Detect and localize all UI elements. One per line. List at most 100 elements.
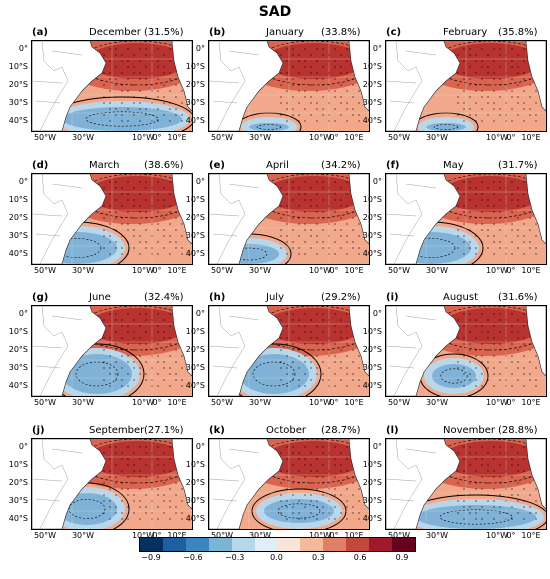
anomaly-map	[32, 174, 192, 264]
lat-tick-label: 10°S	[185, 62, 205, 71]
lon-tick-label: 30°W	[248, 266, 272, 275]
colorbar-tick-label: 0.0	[270, 553, 283, 562]
lon-tick-label: 10°E	[521, 531, 541, 540]
lon-tick-label: 10°W	[485, 133, 509, 142]
map-panel-june	[31, 305, 193, 397]
panel-letter: (c)	[386, 27, 402, 38]
lon-tick-label: 0°	[506, 531, 516, 540]
lat-tick-label: 40°S	[362, 514, 382, 523]
lon-tick-label: 50°W	[387, 266, 411, 275]
panel-variance: (27.1%)	[144, 425, 184, 436]
lat-tick-label: 40°S	[185, 249, 205, 258]
panel-letter: (d)	[32, 160, 49, 171]
panel-month: February	[443, 27, 488, 38]
lon-tick-label: 0°	[152, 531, 162, 540]
lat-tick-label: 40°S	[8, 249, 28, 258]
lat-tick-label: 20°S	[8, 213, 28, 222]
lat-tick-label: 20°S	[8, 345, 28, 354]
lat-tick-label: 0°	[18, 309, 28, 318]
panel-month: September	[89, 425, 145, 436]
lon-tick-label: 10°E	[344, 398, 364, 407]
panel-variance: (28.7%)	[321, 425, 361, 436]
lat-tick-label: 30°S	[362, 363, 382, 372]
lat-tick-label: 10°S	[362, 62, 382, 71]
map-panel-march	[31, 173, 193, 265]
colorbar-tick-label: −0.6	[183, 553, 203, 562]
lat-tick-label: 30°S	[362, 231, 382, 240]
lon-tick-label: 0°	[152, 398, 162, 407]
panel-variance: (31.5%)	[144, 27, 184, 38]
anomaly-map	[209, 41, 369, 131]
lat-tick-label: 40°S	[185, 514, 205, 523]
lon-tick-label: 10°W	[485, 398, 509, 407]
colorbar-tick-label: −0.3	[224, 553, 245, 562]
panel-month: May	[443, 160, 464, 171]
panel-letter: (l)	[386, 425, 399, 436]
lon-tick-label: 0°	[152, 266, 162, 275]
lon-tick-label: 10°W	[308, 266, 332, 275]
lat-tick-label: 20°S	[362, 213, 382, 222]
lat-tick-label: 40°S	[362, 249, 382, 258]
lon-tick-label: 30°W	[248, 531, 272, 540]
lat-tick-label: 10°S	[185, 195, 205, 204]
panel-label: (j)	[32, 425, 45, 436]
anomaly-map	[209, 439, 369, 529]
lon-tick-label: 50°W	[387, 398, 411, 407]
lat-tick-label: 20°S	[185, 213, 205, 222]
lat-tick-label: 0°	[195, 177, 205, 186]
map-panel-january	[208, 40, 370, 132]
lon-tick-label: 10°E	[344, 531, 364, 540]
lat-tick-label: 10°S	[362, 460, 382, 469]
colorbar-swatch	[277, 538, 301, 551]
panel-month: January	[266, 27, 304, 38]
lat-tick-label: 30°S	[185, 363, 205, 372]
map-panel-december	[31, 40, 193, 132]
lon-tick-label: 10°E	[167, 133, 187, 142]
panel-month: October	[266, 425, 307, 436]
lon-tick-label: 50°W	[210, 133, 234, 142]
lon-tick-label: 10°W	[308, 531, 332, 540]
map-panel-october	[208, 438, 370, 530]
lat-tick-label: 40°S	[362, 381, 382, 390]
panel-letter: (e)	[209, 160, 225, 171]
lon-tick-label: 10°E	[167, 531, 187, 540]
lon-tick-label: 0°	[152, 133, 162, 142]
colorbar-swatch	[185, 538, 209, 551]
lat-tick-label: 40°S	[8, 381, 28, 390]
panel-month: June	[89, 292, 111, 303]
panel-label: (k)	[209, 425, 225, 436]
lon-tick-label: 30°W	[425, 133, 449, 142]
lat-tick-label: 0°	[195, 309, 205, 318]
panel-label: (f)	[386, 160, 400, 171]
lat-tick-label: 0°	[372, 309, 382, 318]
colorbar-swatch	[323, 538, 347, 551]
colorbar-swatch	[254, 538, 278, 551]
figure-title: SAD	[258, 4, 292, 20]
lon-tick-label: 10°W	[131, 398, 155, 407]
lat-tick-label: 40°S	[8, 514, 28, 523]
lon-tick-label: 30°W	[71, 133, 95, 142]
panel-month: August	[443, 292, 478, 303]
lat-tick-label: 0°	[195, 442, 205, 451]
map-panel-november	[385, 438, 547, 530]
panel-letter: (f)	[386, 160, 400, 171]
lat-tick-label: 20°S	[362, 80, 382, 89]
lon-tick-label: 50°W	[387, 531, 411, 540]
lon-tick-label: 0°	[506, 266, 516, 275]
map-panel-may	[385, 173, 547, 265]
lon-tick-label: 10°E	[167, 398, 187, 407]
colorbar-swatch	[140, 538, 163, 551]
colorbar-swatch	[231, 538, 255, 551]
lon-tick-label: 10°E	[521, 266, 541, 275]
lat-tick-label: 30°S	[8, 496, 28, 505]
lon-tick-label: 50°W	[210, 398, 234, 407]
panel-letter: (a)	[32, 27, 48, 38]
panel-label: (g)	[32, 292, 48, 303]
lat-tick-label: 20°S	[185, 80, 205, 89]
lon-tick-label: 50°W	[33, 398, 57, 407]
map-panel-february	[385, 40, 547, 132]
anomaly-map	[386, 174, 546, 264]
anomaly-map	[32, 439, 192, 529]
colorbar-tick-label: 0.6	[353, 553, 367, 562]
lat-tick-label: 20°S	[185, 478, 205, 487]
